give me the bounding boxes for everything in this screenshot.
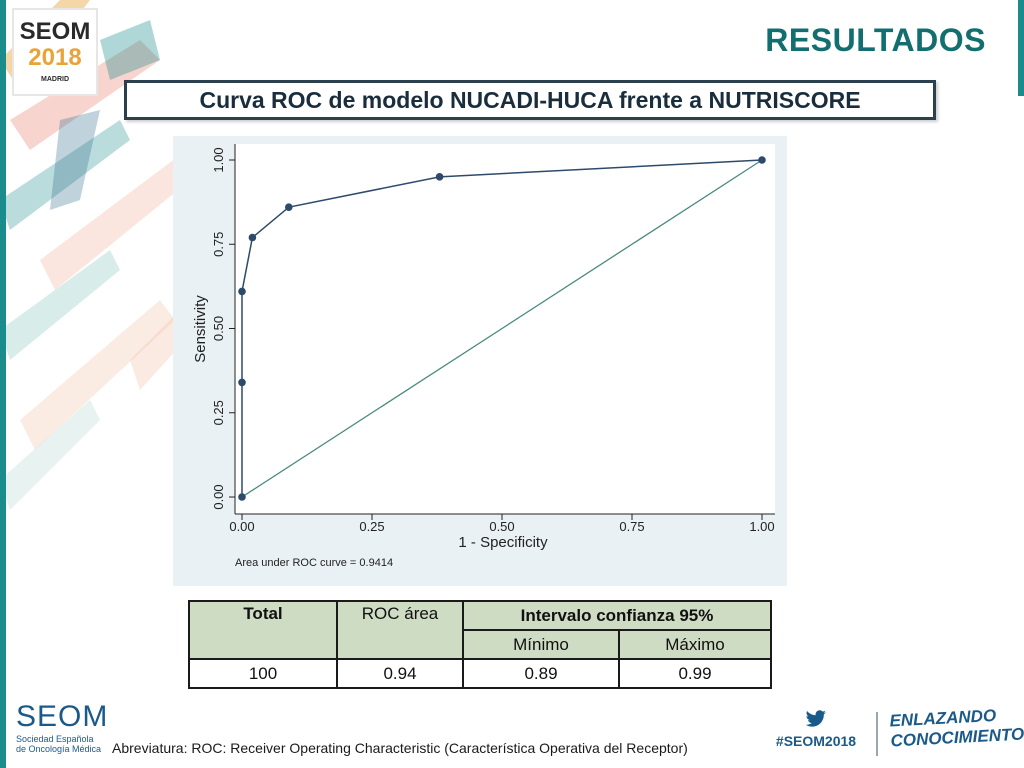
x-tick-label: 0.50 (489, 519, 514, 534)
header-confidence-interval: Intervalo confianza 95% (462, 600, 772, 631)
page-title: RESULTADOS (765, 22, 986, 58)
seom-wordmark: SEOM (16, 700, 109, 733)
roc-curve-point (238, 287, 246, 296)
roc-curve-point (238, 378, 246, 387)
cell-max: 0.99 (618, 658, 772, 689)
roc-results-table: Total ROC área Intervalo confianza 95% M… (188, 600, 772, 689)
right-accent-bar (1018, 0, 1024, 96)
twitter-icon (805, 710, 826, 727)
seom2018-logo: SEOM 2018 MADRID (12, 8, 98, 96)
header-roc-area: ROC área (336, 600, 464, 660)
y-tick-label: 0.00 (211, 484, 226, 509)
plot-area (235, 144, 775, 514)
chart-title: Curva ROC de modelo NUCADI-HUCA frente a… (199, 86, 861, 113)
y-tick-label: 0.50 (211, 316, 226, 341)
chart-title-box: Curva ROC de modelo NUCADI-HUCA frente a… (124, 80, 936, 120)
logo-line2: 2018 (28, 44, 82, 71)
header-total: Total (188, 600, 338, 660)
y-tick-label: 0.25 (211, 400, 226, 425)
roc-curve-point (435, 173, 444, 181)
x-tick-label: 1.00 (749, 519, 774, 534)
logo-line3: MADRID (41, 76, 69, 83)
table-row: 100 0.94 0.89 0.99 (188, 658, 772, 689)
roc-curve-point (285, 203, 293, 211)
x-axis-label: 1 - Specificity (458, 534, 548, 551)
seom-footer-logo: SEOM Sociedad Española de Oncología Médi… (16, 700, 116, 754)
seom-subtitle-1: Sociedad Española (16, 734, 94, 744)
y-tick-label: 0.75 (211, 232, 226, 257)
abbreviation-note: Abreviatura: ROC: Receiver Operating Cha… (112, 740, 688, 756)
hashtag-text: #SEOM2018 (775, 733, 857, 749)
reference-line (241, 159, 763, 498)
seom-subtitle-2: de Oncología Médica (16, 744, 102, 754)
footer-divider (876, 712, 878, 756)
y-axis-label: Sensitivity (192, 295, 209, 363)
x-tick-label: 0.25 (359, 519, 384, 534)
y-tick-label: 1.00 (211, 147, 226, 172)
roc-curve-point (238, 493, 246, 501)
slogan-logo: ENLAZANDO CONOCIMIENTO (889, 705, 1024, 752)
left-accent-bar (0, 0, 6, 768)
roc-chart-svg: 0.00 0.25 0.50 0.75 1.00 0.00 0.25 0.50 0.75 1.00… (173, 136, 787, 586)
x-tick-label: 0.00 (229, 519, 254, 534)
roc-chart: 0.00 0.25 0.50 0.75 1.00 0.00 0.25 0.50 0.75 1.00… (173, 136, 787, 586)
roc-curve-point (248, 233, 257, 242)
x-tick-label: 0.75 (619, 519, 644, 534)
hashtag-block: #SEOM2018 (768, 710, 864, 749)
header-maximum: Máximo (618, 629, 772, 660)
cell-min: 0.89 (462, 658, 620, 689)
roc-curve-point (758, 156, 766, 164)
cell-roc: 0.94 (336, 658, 464, 689)
cell-total: 100 (188, 658, 338, 689)
auc-annotation: Area under ROC curve = 0.9414 (235, 557, 393, 569)
header-minimum: Mínimo (462, 629, 620, 660)
logo-line1: SEOM (19, 18, 91, 45)
